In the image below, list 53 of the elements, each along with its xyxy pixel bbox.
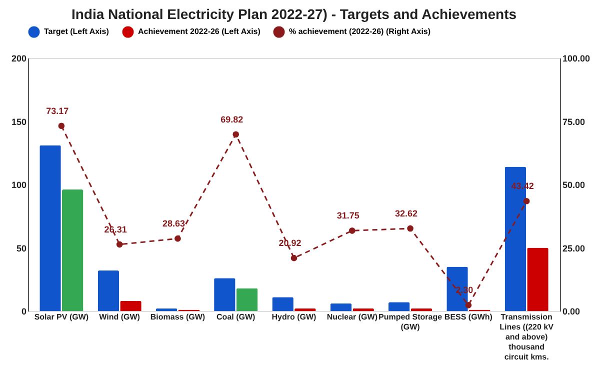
- bar: [40, 145, 61, 311]
- y-tick-label: 50: [16, 243, 26, 254]
- y-tick-label: 200: [11, 54, 26, 64]
- x-tick-label: Nuclear (GW): [326, 312, 378, 322]
- bar: [527, 248, 548, 311]
- y2-tick-label: 100.00: [562, 54, 590, 64]
- point: [232, 131, 240, 138]
- bar: [120, 300, 142, 311]
- y-tick-label: 0: [21, 306, 26, 316]
- x-tick-label: Solar PV (GW): [34, 312, 89, 322]
- x-tick-label: Wind (GW): [99, 312, 140, 322]
- bar: [330, 303, 352, 311]
- point: [174, 235, 181, 242]
- x-tick-label: Hydro (GW): [272, 312, 317, 322]
- x-tick-label: BESS (GWh): [444, 312, 493, 322]
- data-label: 31.75: [336, 210, 360, 221]
- point: [407, 225, 414, 232]
- point: [348, 228, 356, 234]
- point: [58, 122, 65, 130]
- legend-label: Achievement 2022-26 (Left Axis): [138, 27, 261, 36]
- legend-label: Target (Left Axis): [44, 27, 110, 36]
- bar: [214, 278, 236, 311]
- data-label: 20.92: [278, 238, 302, 248]
- y2-tick-label: 50.00: [562, 180, 586, 190]
- bar: [98, 270, 120, 311]
- bar: [156, 308, 178, 311]
- point: [290, 254, 298, 262]
- y2-tick-label: 75.00: [562, 116, 586, 127]
- x-tick-label: Coal (GW): [216, 312, 256, 322]
- x-tick-label: Transmission Lines ((220 kV and above) thousand circuit kms.: [500, 312, 554, 362]
- point: [523, 198, 530, 204]
- y2-tick-label: 25.00: [562, 243, 586, 254]
- chart-title: India National Electricity Plan 2022-27) - Targets and Achievements: [71, 6, 517, 22]
- bar: [410, 308, 432, 311]
- bar: [388, 302, 410, 311]
- bar: [352, 308, 374, 311]
- data-label: 28.63: [162, 218, 185, 229]
- x-tick-label: Biomass (GW): [150, 312, 206, 322]
- y-tick-label: 150: [11, 116, 26, 127]
- bar: [236, 288, 258, 311]
- data-label: 69.82: [220, 114, 244, 124]
- bar: [294, 308, 316, 311]
- point: [116, 241, 123, 248]
- x-tick-label: Pumped Storage (GW): [378, 312, 443, 332]
- data-label: 32.62: [395, 208, 418, 218]
- y2-tick-label: 0.00: [562, 306, 580, 316]
- bar: [62, 190, 84, 311]
- data-label: 73.17: [46, 106, 69, 116]
- data-label: 26.31: [104, 224, 127, 234]
- y-tick-label: 100: [11, 180, 26, 190]
- legend-label: % achievement (2022-26) (Right Axis): [289, 27, 431, 36]
- bar: [272, 297, 294, 311]
- point: [465, 302, 472, 308]
